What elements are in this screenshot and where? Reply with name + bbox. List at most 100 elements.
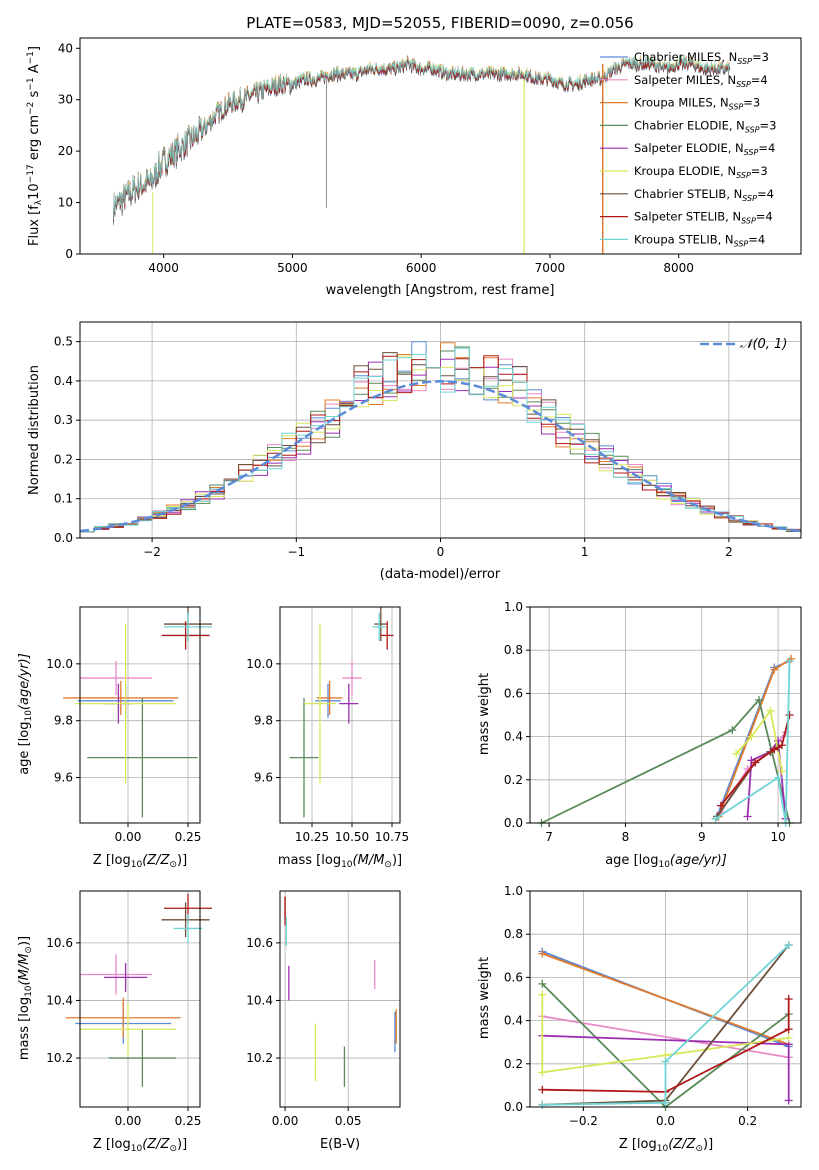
weight-marker-krou_elod xyxy=(777,767,786,776)
legend-label: Chabrier STELIB, NSSP=4 xyxy=(634,187,774,203)
weight-z-xlabel: Z [log10(Z/Z⊙)] xyxy=(619,1137,713,1154)
legend-label: Chabrier MILES, NSSP=3 xyxy=(634,50,769,66)
x-tick-label: 10 xyxy=(770,830,785,844)
weight-line-krou_elod xyxy=(541,994,789,1074)
x-tick-label: 0.00 xyxy=(115,830,142,844)
residual-ylabel: Normed distribution xyxy=(27,365,42,495)
y-tick-label: 9.6 xyxy=(254,771,273,785)
y-tick-label: 40 xyxy=(58,41,73,55)
weight-line-krou_elod xyxy=(735,708,783,772)
x-tick-label: 0.25 xyxy=(175,830,202,844)
x-tick-label: 0 xyxy=(437,545,445,559)
legend-label-text: Kroupa ELODIE, N xyxy=(634,164,736,178)
axes-frame xyxy=(279,606,401,824)
normal-curve xyxy=(79,380,802,533)
axes-frame xyxy=(529,606,802,824)
y-tick-label: 10.2 xyxy=(246,1051,273,1065)
legend-label: Kroupa MILES, NSSP=3 xyxy=(634,96,760,112)
y-tick-label: 0.0 xyxy=(54,531,73,545)
weight-marker-krou_elod xyxy=(784,1033,793,1042)
y-tick-label: 10.6 xyxy=(246,936,273,950)
histogram-salp_elod xyxy=(80,358,801,533)
spectrum-ylabel: Flux [fλ10−17 erg cm−2 s−1 A−1] xyxy=(26,46,44,246)
y-tick-label: 0.0 xyxy=(504,816,523,830)
age-mass-xlabel: mass [log10(M/M⊙)] xyxy=(278,853,402,870)
x-tick-label: 1 xyxy=(581,545,589,559)
y-tick-label: 0.4 xyxy=(504,1014,523,1028)
legend-label-suffix: =4 xyxy=(756,210,773,224)
y-tick-label: 9.8 xyxy=(54,714,73,728)
weight-marker-salp_stel xyxy=(770,745,779,754)
weight-marker-salp_stel xyxy=(784,1025,793,1034)
spectrum-axes-frame xyxy=(79,37,802,255)
y-tick-label: 0.8 xyxy=(504,927,523,941)
normal-legend-label: 𝒩(0, 1) xyxy=(740,337,787,352)
weight-marker-salp_stel xyxy=(785,711,794,719)
axes-frame xyxy=(79,890,201,1108)
weight-marker-krou_miles xyxy=(538,949,547,958)
weight-marker-krou_elod xyxy=(747,732,756,741)
weight-line-krou_miles xyxy=(541,952,790,1046)
weight-marker-krou_stel xyxy=(784,941,793,949)
weight-z-ylabel: mass weight xyxy=(477,957,492,1039)
legend-label-suffix: =4 xyxy=(751,73,768,87)
weight-marker-krou_elod xyxy=(538,1068,547,1077)
weight-marker-salp_elod xyxy=(743,812,752,821)
y-tick-label: 0.1 xyxy=(54,492,73,506)
legend-label-sub: SSP xyxy=(734,239,749,248)
y-tick-label: 0 xyxy=(65,247,73,261)
weight-line-krou_stel xyxy=(715,660,791,824)
y-tick-label: 0.2 xyxy=(504,773,523,787)
x-tick-label: 0.2 xyxy=(738,1114,757,1128)
spectrum-curves xyxy=(113,54,731,254)
legend-label-suffix: =3 xyxy=(752,50,769,64)
y-tick-label: 10.6 xyxy=(46,936,73,950)
legend-label-text: Kroupa STELIB, N xyxy=(634,232,734,246)
weight-marker-krou_stel xyxy=(711,814,720,823)
spectrum-xlabel: wavelength [Angstrom, rest frame] xyxy=(326,283,555,298)
y-tick-label: 20 xyxy=(58,144,73,158)
legend-label: Kroupa ELODIE, NSSP=3 xyxy=(634,164,768,180)
weight-marker-krou_elod xyxy=(766,706,775,715)
legend-label-suffix: =4 xyxy=(758,141,775,155)
x-tick-label: 0.25 xyxy=(175,1114,202,1128)
x-tick-label: 7000 xyxy=(535,261,566,275)
legend-label-suffix: =3 xyxy=(751,164,768,178)
weight-marker-chab_elod xyxy=(538,979,547,988)
legend-label-suffix: =3 xyxy=(743,96,760,110)
legend-label-text: Chabrier MILES, N xyxy=(634,50,737,64)
weight-line-salp_stel xyxy=(542,999,790,1093)
legend-label-sub: SSP xyxy=(737,57,752,66)
legend-label-suffix: =4 xyxy=(748,232,765,246)
weight-marker-krou_stel xyxy=(774,773,783,782)
x-tick-label: 10.25 xyxy=(295,830,329,844)
weight-vs-metallicity-panel: −0.2 0.0 0.2 0.0 0.2 0.4 0.6 0.8 1.0 xyxy=(504,884,802,1128)
age-z-ylabel: age [log10(age/yr)] xyxy=(17,653,34,775)
weight-marker-krou_miles xyxy=(770,665,779,674)
y-tick-label: 0.2 xyxy=(54,452,73,466)
x-tick-label: 9 xyxy=(698,830,706,844)
weight-line-chab_elod xyxy=(541,698,791,824)
y-tick-label: 9.8 xyxy=(254,714,273,728)
weight-marker-chab_elod xyxy=(728,726,737,735)
x-tick-label: −0.2 xyxy=(569,1114,598,1128)
model-spectrum-krou_stel xyxy=(113,54,731,220)
residual-xlabel: (data-model)/error xyxy=(380,567,501,582)
legend-label-text: Salpeter STELIB, N xyxy=(634,210,741,224)
y-tick-label: 9.6 xyxy=(54,771,73,785)
age-vs-mass-panel: 10.25 10.50 10.75 9.6 9.8 10.0 xyxy=(246,606,409,844)
x-tick-label: 10.50 xyxy=(335,830,369,844)
weight-marker-salp_stel xyxy=(716,801,725,810)
mass-vs-metallicity-panel: 0.00 0.25 10.2 10.4 10.6 xyxy=(46,890,212,1128)
weight-vs-age-panel: 7 8 9 10 0.0 0.2 0.4 0.6 0.8 1.0 xyxy=(504,600,802,844)
legend-label-text: Kroupa MILES, N xyxy=(634,96,729,110)
x-tick-label: 8 xyxy=(622,830,630,844)
axes-frame xyxy=(79,606,201,824)
legend-label-sub: SSP xyxy=(736,171,751,180)
legend-label-sub: SSP xyxy=(742,194,757,203)
weight-marker-salp_stel xyxy=(538,1085,547,1094)
weight-marker-krou_elod xyxy=(538,990,547,999)
legend-label-sub: SSP xyxy=(736,80,751,89)
